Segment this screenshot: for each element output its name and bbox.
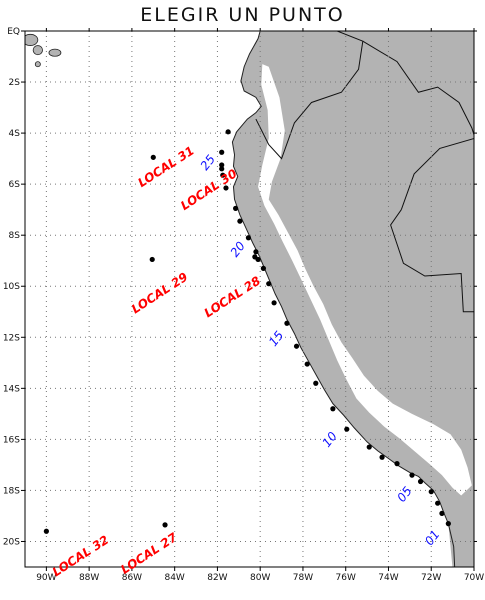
coastal-points (219, 129, 451, 527)
point-14[interactable] (293, 343, 300, 349)
latitude-axis: EQ 2S 4S 6S 8S 10S 12S 14S 16S 18S 20S (3, 27, 477, 547)
lon-tick-label: 74W (378, 573, 398, 583)
lon-tick-label: 90W (36, 573, 56, 583)
point-08[interactable] (379, 454, 385, 460)
map-title: ELEGIR UN PUNTO (140, 4, 345, 26)
point-17[interactable] (266, 281, 272, 287)
point-24[interactable] (223, 185, 229, 191)
point-05[interactable] (417, 478, 424, 485)
galapagos-island (34, 61, 41, 68)
point-26[interactable] (225, 129, 231, 135)
point-03[interactable] (435, 500, 441, 506)
country-border (390, 209, 474, 313)
lon-tick-label: 80W (250, 573, 270, 583)
lat-tick-label: 18S (3, 486, 20, 496)
local-point-32[interactable] (43, 528, 49, 534)
point-02[interactable] (439, 510, 445, 516)
point-number-label: 15 (266, 328, 286, 349)
lat-tick-label: 14S (3, 384, 20, 394)
point-number-label: 10 (320, 429, 341, 450)
lon-tick-label: 70W (464, 573, 484, 583)
point-number-label: 05 (394, 484, 414, 505)
galapagos-island (32, 45, 43, 56)
lat-tick-label: EQ (7, 27, 20, 37)
local-point-30[interactable] (219, 166, 225, 172)
country-border (400, 137, 474, 210)
point-26c[interactable] (220, 172, 226, 178)
point-15[interactable] (284, 320, 290, 326)
highland-layer (258, 64, 472, 496)
point-12[interactable] (313, 380, 319, 386)
galapagos-island (25, 41, 26, 49)
point-01[interactable] (445, 521, 451, 527)
galapagos-island (48, 48, 62, 57)
point-number-label: 01 (422, 527, 442, 548)
local-label-30[interactable]: LOCAL 30 (178, 166, 239, 213)
lat-tick-label: 8S (9, 231, 21, 241)
lat-tick-label: 4S (9, 129, 21, 139)
point-20[interactable] (253, 249, 259, 255)
local-label-28[interactable]: LOCAL 28 (202, 274, 263, 321)
country-border (362, 40, 474, 137)
point-number-labels: 01 05 10 15 20 25 (198, 152, 443, 548)
local-point-28[interactable] (252, 254, 258, 260)
point-26b[interactable] (219, 162, 225, 168)
plot-frame (24, 30, 475, 568)
local-label-29[interactable]: LOCAL 29 (129, 270, 190, 317)
lat-tick-label: 2S (9, 78, 21, 88)
lon-tick-label: 82W (207, 573, 227, 583)
coastline-south (447, 523, 456, 567)
point-06[interactable] (409, 472, 415, 478)
lon-tick-label: 84W (164, 573, 184, 583)
longitude-axis: 90W 88W 86W 84W 82W 80W 78W 76W 74W 72W 70W (36, 28, 484, 583)
point-21[interactable] (245, 235, 252, 241)
local-point-31[interactable] (150, 154, 156, 160)
point-07[interactable] (394, 461, 400, 467)
point-11[interactable] (330, 406, 336, 412)
lat-tick-label: 12S (3, 333, 20, 343)
andes-highland (258, 64, 472, 496)
point-number-label: 25 (198, 152, 218, 173)
lon-tick-label: 72W (421, 573, 441, 583)
point-number-label: 20 (228, 239, 249, 260)
lat-tick-label: 16S (3, 435, 20, 445)
point-04[interactable] (428, 489, 434, 495)
local-label-31[interactable]: LOCAL 31 (135, 143, 196, 190)
lon-tick-label: 78W (293, 573, 313, 583)
galapagos-island (25, 33, 39, 46)
lat-tick-label: 10S (3, 282, 20, 292)
point-13[interactable] (304, 361, 310, 367)
local-label-27[interactable]: LOCAL 27 (118, 530, 180, 577)
point-23[interactable] (233, 205, 239, 211)
point-25[interactable] (219, 149, 225, 155)
point-16[interactable] (271, 300, 277, 306)
lat-tick-label: 20S (3, 537, 20, 547)
point-09[interactable] (366, 444, 372, 450)
lon-tick-label: 86W (122, 573, 142, 583)
local-point-29[interactable] (149, 256, 155, 263)
point-10[interactable] (344, 426, 350, 432)
country-borders (255, 31, 474, 313)
point-18[interactable] (260, 265, 266, 271)
lon-tick-label: 76W (336, 573, 356, 583)
lon-tick-label: 88W (79, 573, 99, 583)
point-22[interactable] (237, 218, 243, 224)
local-point-27[interactable] (162, 522, 168, 528)
country-border (255, 31, 364, 160)
lat-tick-label: 6S (9, 180, 21, 190)
